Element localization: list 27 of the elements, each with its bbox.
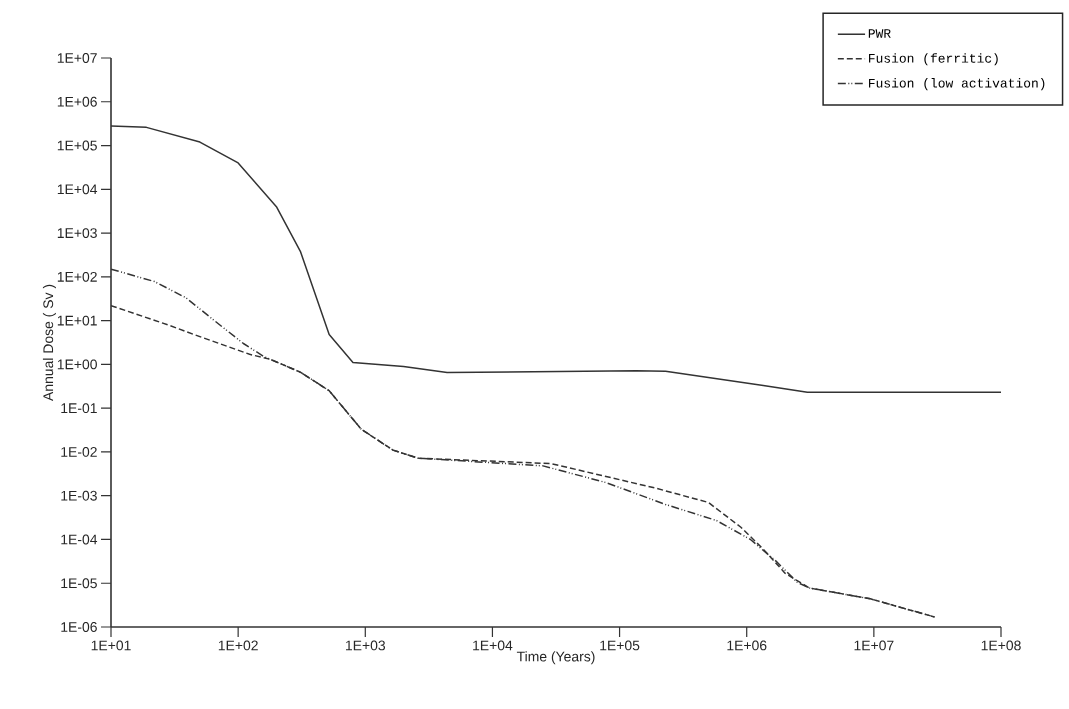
x-tick-label: 1E+04 bbox=[473, 640, 513, 651]
y-tick-label: 1E+04 bbox=[57, 184, 98, 195]
x-tick-label: 1E+08 bbox=[981, 640, 1021, 651]
legend-label: PWR bbox=[868, 29, 891, 38]
y-axis-title: Annual Dose ( Sv ) bbox=[42, 284, 56, 401]
x-tick-label: 1E+02 bbox=[218, 640, 258, 651]
y-tick-label: 1E+07 bbox=[57, 53, 97, 63]
legend-label: Fusion (low activation) bbox=[869, 78, 1045, 91]
x-tick-label: 1E+03 bbox=[345, 640, 386, 651]
x-tick-label: 1E+01 bbox=[91, 640, 131, 651]
y-tick-label: 1E+00 bbox=[57, 359, 97, 370]
y-tick-label: 1E+01 bbox=[57, 315, 97, 326]
y-tick-label: 1E+06 bbox=[57, 96, 97, 107]
y-tick-label: 1E-02 bbox=[61, 446, 97, 457]
y-tick-label: 1E+05 bbox=[57, 140, 97, 151]
y-tick-label: 1E-05 bbox=[61, 578, 97, 589]
y-tick-label: 1E-06 bbox=[61, 622, 97, 632]
y-tick-label: 1E-04 bbox=[61, 534, 98, 545]
y-tick-label: 1E+03 bbox=[57, 228, 97, 239]
x-tick-label: 1E+07 bbox=[854, 640, 894, 651]
x-tick-label: 1E+06 bbox=[727, 640, 767, 651]
y-tick-label: 1E+02 bbox=[57, 271, 97, 282]
y-tick-label: 1E-01 bbox=[61, 403, 97, 414]
x-axis-title: Time (Years) bbox=[516, 651, 595, 665]
y-tick-label: 1E-03 bbox=[61, 490, 97, 501]
x-tick-label: 1E+05 bbox=[600, 640, 640, 651]
legend-label: Fusion (ferritic) bbox=[869, 53, 998, 66]
